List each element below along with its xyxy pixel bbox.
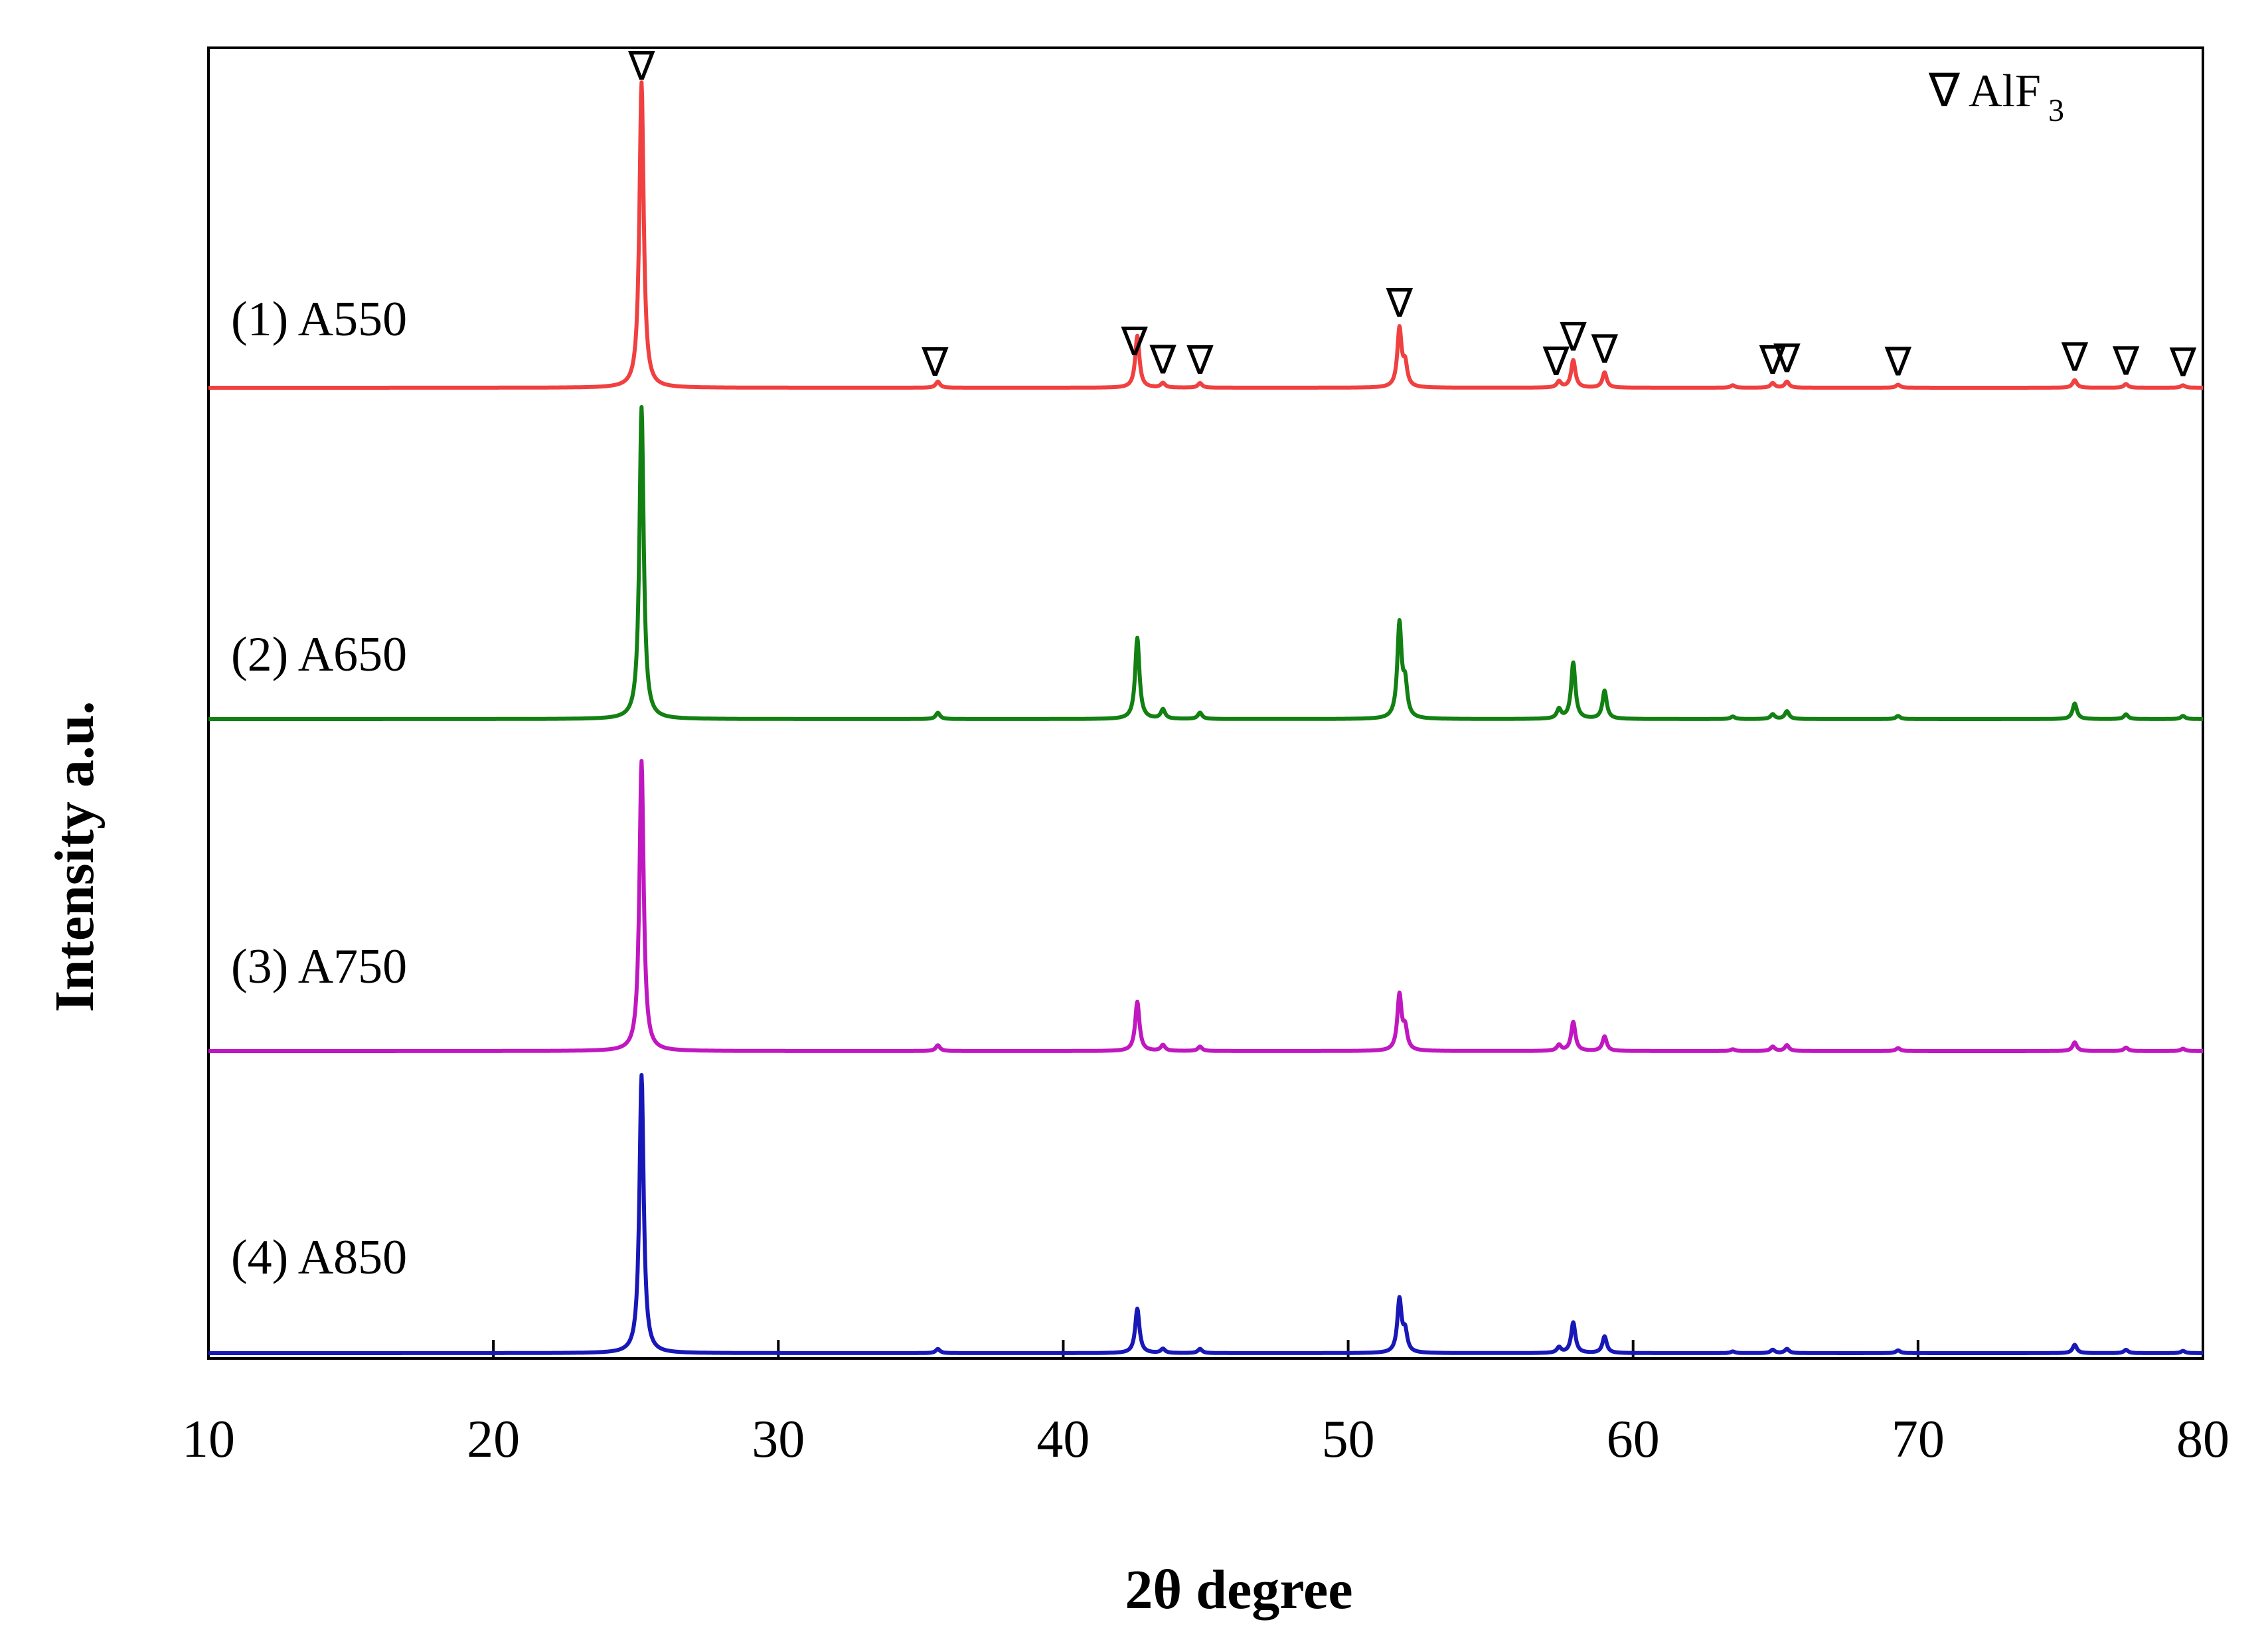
plot-frame	[207, 46, 2204, 1360]
x-tick-label: 50	[1322, 1410, 1375, 1469]
series-lines	[206, 80, 2205, 1355]
x-tick-label: 30	[752, 1410, 805, 1469]
series-label: (4) A850	[231, 1230, 407, 1285]
peak-marker: ∇	[2169, 339, 2197, 386]
series-labels: (1) A550 (2) A650 (3) A750 (4) A850	[231, 292, 407, 1285]
series-line	[206, 759, 2205, 1053]
x-tick-label: 40	[1036, 1410, 1090, 1469]
peak-marker: ∇	[1884, 339, 1912, 385]
legend-label: AlF	[1969, 66, 2041, 117]
series-line	[206, 1073, 2205, 1355]
x-axis-title: 2θ degree	[1125, 1559, 1352, 1621]
legend-symbol: ∇	[1928, 66, 1961, 117]
x-tick-label: 70	[1892, 1410, 1945, 1469]
peak-marker: ∇	[1386, 280, 1414, 327]
series-label: (3) A750	[231, 940, 407, 994]
x-tick-label: 80	[2176, 1410, 2229, 1469]
peak-marker: ∇	[1591, 327, 1619, 373]
series-line	[206, 80, 2205, 390]
legend-subscript: 3	[2048, 93, 2064, 128]
peak-marker: ∇	[1560, 314, 1587, 361]
x-tick-label: 20	[467, 1410, 520, 1469]
peak-marker: ∇	[2061, 334, 2089, 380]
alf3-peak-markers: ∇∇ ∇ ∇ ∇∇∇∇ ∇ ∇∇ ∇ ∇ ∇ ∇	[627, 43, 2197, 386]
series-label: (2) A650	[231, 627, 407, 682]
series-line	[206, 405, 2205, 721]
peak-marker: ∇	[1773, 336, 1801, 382]
legend: ∇ AlF 3	[1928, 66, 2064, 128]
peak-marker: ∇	[1759, 337, 1787, 384]
peak-marker: ∇	[627, 43, 655, 90]
peak-marker: ∇	[921, 339, 949, 386]
series-label: (1) A550	[231, 292, 407, 347]
peak-marker: ∇	[2112, 338, 2140, 384]
x-axis-ticks: 10 20 30 40 50 60 70 80	[182, 1340, 2229, 1469]
peak-marker: ∇	[1121, 319, 1149, 365]
y-axis-title: Intensity a.u.	[44, 700, 106, 1012]
x-tick-label: 60	[1607, 1410, 1660, 1469]
x-tick-label: 10	[182, 1410, 235, 1469]
peak-marker: ∇	[1149, 337, 1177, 383]
peak-marker: ∇	[1186, 337, 1214, 384]
peak-marker: ∇	[1542, 339, 1570, 385]
